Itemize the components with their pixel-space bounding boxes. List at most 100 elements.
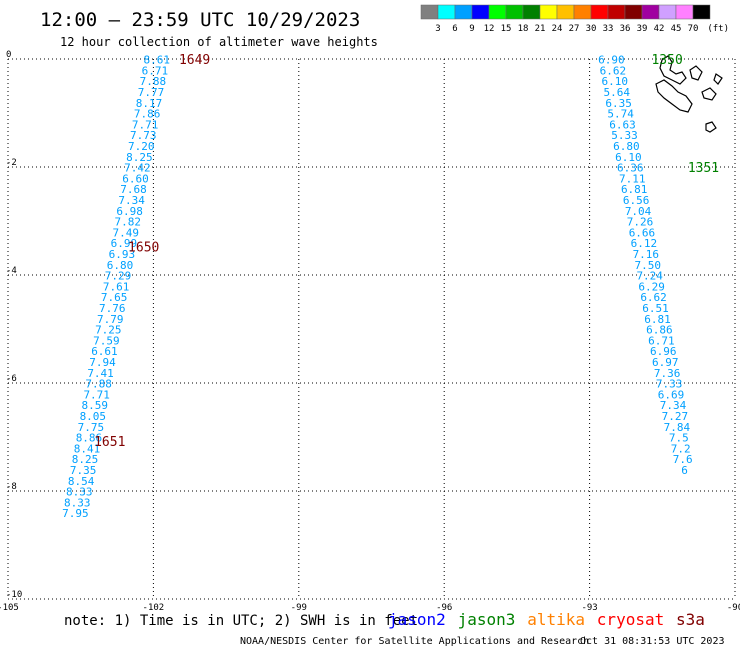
scale-swatch bbox=[454, 4, 473, 20]
wave-height-value: 6.97 bbox=[652, 356, 679, 369]
wave-height-value: 7.84 bbox=[664, 421, 691, 434]
scale-swatch bbox=[624, 4, 643, 20]
mission-legend-item: jason2 bbox=[388, 610, 446, 629]
wave-height-value: 7.33 bbox=[656, 378, 683, 391]
wave-height-value: 8.41 bbox=[74, 442, 101, 455]
scale-swatch-label: 45 bbox=[671, 24, 682, 34]
scale-swatch bbox=[641, 4, 660, 20]
scale-swatch-label: 36 bbox=[620, 24, 631, 34]
wave-height-value: 7.24 bbox=[636, 270, 663, 283]
chart-subtitle: 12 hour collection of altimeter wave hei… bbox=[60, 35, 378, 49]
wave-height-color-scale: 3 6 9 12 15 18 21 24 27 30 33 36 39 42 45 70 bbox=[420, 4, 711, 34]
wave-height-value: 7.26 bbox=[627, 216, 654, 229]
pass-time-label: 1651 bbox=[94, 435, 125, 450]
x-tick-label: -93 bbox=[581, 603, 597, 613]
wave-height-value: 7.34 bbox=[118, 194, 145, 207]
wave-height-value: 8.59 bbox=[82, 399, 109, 412]
footer-note: note: 1) Time is in UTC; 2) SWH is in fe… bbox=[64, 613, 418, 629]
scale-swatch bbox=[692, 4, 711, 20]
scale-swatch bbox=[556, 4, 575, 20]
footer-timestamp: Oct 31 08:31:53 UTC 2023 bbox=[580, 636, 725, 647]
scale-swatch-label: 42 bbox=[654, 24, 665, 34]
x-tick-label: -102 bbox=[143, 603, 165, 613]
scale-swatch bbox=[539, 4, 558, 20]
scale-unit-label: (ft) bbox=[707, 24, 729, 34]
x-tick-label: -90 bbox=[727, 603, 740, 613]
wave-height-value: 7.59 bbox=[93, 334, 120, 347]
scale-swatch bbox=[505, 4, 524, 20]
y-tick-label: -4 bbox=[6, 266, 17, 276]
wave-height-value: 6 bbox=[681, 464, 688, 477]
wave-height-value: 7.2 bbox=[671, 442, 691, 455]
wave-height-value: 7.49 bbox=[113, 226, 140, 239]
wave-height-value: 7.16 bbox=[633, 248, 660, 261]
pass-time-label: 1649 bbox=[179, 53, 210, 68]
wave-height-value: 7.88 bbox=[85, 378, 112, 391]
wave-height-value: 6.62 bbox=[640, 291, 667, 304]
wave-height-value: 8.33 bbox=[66, 486, 93, 499]
footer-credit: NOAA/NESDIS Center for Satellite Applica… bbox=[240, 636, 589, 647]
scale-swatch-label: 21 bbox=[535, 24, 546, 34]
wave-height-value: 6.35 bbox=[605, 97, 632, 110]
scale-swatch bbox=[437, 4, 456, 20]
scale-swatch-label: 9 bbox=[469, 24, 474, 34]
wave-height-value: 6.10 bbox=[602, 75, 629, 88]
mission-legend-item: s3a bbox=[676, 610, 705, 629]
wave-height-value: 6.90 bbox=[598, 54, 625, 67]
scale-swatch-label: 15 bbox=[501, 24, 512, 34]
chart-title: 12:00 – 23:59 UTC 10/29/2023 bbox=[40, 9, 360, 31]
island-coastline-icon bbox=[655, 55, 723, 133]
wave-height-value: 6.60 bbox=[122, 172, 149, 185]
wave-height-value: 7.61 bbox=[103, 280, 130, 293]
scale-swatch-label: 3 bbox=[435, 24, 440, 34]
scale-swatch bbox=[573, 4, 592, 20]
pass-time-label: 1350 bbox=[651, 53, 682, 68]
scale-swatch-label: 24 bbox=[552, 24, 563, 34]
scale-swatch bbox=[675, 4, 694, 20]
pass-time-label: 1351 bbox=[688, 161, 719, 176]
wave-height-value: 7.95 bbox=[62, 507, 89, 520]
scale-swatch bbox=[607, 4, 626, 20]
wave-height-value: 6.10 bbox=[615, 151, 642, 164]
wave-height-value: 6.99 bbox=[111, 237, 138, 250]
wave-height-value: 7.77 bbox=[138, 86, 165, 99]
wave-height-value: 6.63 bbox=[609, 118, 636, 131]
wave-height-value: 8.54 bbox=[68, 475, 95, 488]
y-tick-label: -10 bbox=[6, 590, 22, 600]
wave-height-value: 7.41 bbox=[87, 367, 114, 380]
y-tick-label: -6 bbox=[6, 374, 17, 384]
wave-height-value: 7.65 bbox=[101, 291, 128, 304]
wave-height-value: 6.29 bbox=[638, 280, 665, 293]
scale-swatch-label: 18 bbox=[518, 24, 529, 34]
wave-height-value: 7.76 bbox=[99, 302, 126, 315]
wave-height-value: 8.33 bbox=[64, 496, 91, 509]
wave-height-value: 6.12 bbox=[631, 237, 658, 250]
wave-height-value: 5.64 bbox=[603, 86, 630, 99]
pass-time-marks: 1649165016511350135113 bbox=[94, 53, 740, 450]
wave-height-value: 6.96 bbox=[650, 345, 677, 358]
wave-height-value: 7.25 bbox=[95, 324, 122, 337]
wave-height-value: 8.05 bbox=[80, 410, 107, 423]
wave-height-value: 7.82 bbox=[114, 216, 141, 229]
wave-height-value: 7.5 bbox=[669, 432, 689, 445]
wave-height-value: 8.17 bbox=[136, 97, 163, 110]
wave-height-value: 6.81 bbox=[621, 183, 648, 196]
wave-height-value: 7.29 bbox=[105, 270, 132, 283]
mission-legend-item: cryosat bbox=[597, 610, 664, 629]
wave-height-value: 7.75 bbox=[78, 421, 105, 434]
y-tick-label: -2 bbox=[6, 158, 17, 168]
scale-swatch bbox=[471, 4, 490, 20]
mission-legend-item: altika bbox=[527, 610, 585, 629]
wave-height-value: 8.61 bbox=[144, 54, 171, 67]
wave-height-value: 6.80 bbox=[107, 259, 134, 272]
wave-height-value: 7.27 bbox=[662, 410, 689, 423]
wave-height-value: 7.68 bbox=[120, 183, 147, 196]
y-tick-label: -8 bbox=[6, 482, 17, 492]
scale-swatch-label: 70 bbox=[688, 24, 699, 34]
wave-height-value: 7.88 bbox=[140, 75, 167, 88]
wave-height-value: 7.6 bbox=[673, 453, 693, 466]
wave-height-value: 6.81 bbox=[644, 313, 671, 326]
x-tick-label: -105 bbox=[0, 603, 19, 613]
wave-height-value: 6.36 bbox=[617, 162, 644, 175]
